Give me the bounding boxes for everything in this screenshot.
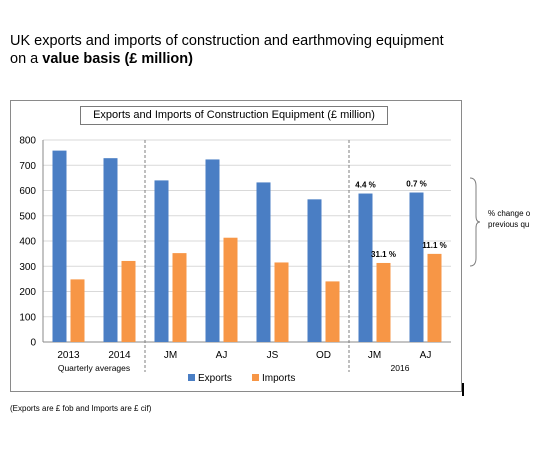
exports-bar xyxy=(205,159,220,342)
exports-bar xyxy=(307,199,322,342)
imports-bar xyxy=(223,237,238,342)
data-label: 31.1 % xyxy=(371,250,396,259)
y-tick-label: 400 xyxy=(19,237,36,248)
exports-bar xyxy=(154,180,169,342)
y-tick-label: 700 xyxy=(19,161,36,172)
y-tick-label: 0 xyxy=(30,338,36,349)
exports-bar xyxy=(358,193,373,342)
x-tick-label: 2014 xyxy=(108,350,131,361)
x-tick-label: JM xyxy=(164,350,177,361)
y-tick-label: 100 xyxy=(19,312,36,323)
group-label: 2016 xyxy=(391,363,410,373)
chart-title: Exports and Imports of Construction Equi… xyxy=(80,106,388,125)
heading-line-1: UK exports and imports of construction a… xyxy=(10,33,444,49)
side-note-line-1: % change o xyxy=(488,209,531,218)
legend-label: Exports xyxy=(198,373,232,384)
x-tick-label: OD xyxy=(316,350,331,361)
footnote: (Exports are £ fob and Imports are £ cif… xyxy=(10,404,152,413)
group-label: Quarterly averages xyxy=(58,363,130,373)
x-tick-label: AJ xyxy=(420,350,432,361)
imports-bar xyxy=(427,253,442,342)
frame-edge-mark xyxy=(462,383,464,396)
x-tick-label: JS xyxy=(267,350,279,361)
page-heading: UK exports and imports of construction a… xyxy=(10,32,530,68)
legend-label: Imports xyxy=(262,373,295,384)
heading-line-2-bold: value basis (£ million) xyxy=(42,51,193,67)
y-tick-label: 200 xyxy=(19,287,36,298)
exports-bar xyxy=(256,182,271,342)
x-tick-label: JM xyxy=(368,350,381,361)
exports-bar xyxy=(52,150,67,342)
y-tick-label: 800 xyxy=(19,136,36,147)
imports-bar xyxy=(325,281,340,342)
y-tick-label: 600 xyxy=(19,186,36,197)
exports-legend-swatch xyxy=(188,374,195,381)
side-note: % change o previous qu xyxy=(488,208,530,230)
heading-line-2: on a value basis (£ million) xyxy=(10,50,530,68)
x-tick-label: AJ xyxy=(216,350,228,361)
imports-bar xyxy=(172,253,187,342)
imports-bar xyxy=(121,260,136,342)
data-label: 11.1 % xyxy=(422,241,446,250)
imports-bar xyxy=(274,262,289,342)
x-tick-label: 2013 xyxy=(57,350,80,361)
exports-bar xyxy=(103,158,118,342)
data-label: 4.4 % xyxy=(355,181,375,190)
imports-bar xyxy=(70,279,85,342)
heading-line-2-prefix: on a xyxy=(10,51,43,67)
exports-bar xyxy=(409,192,424,342)
imports-bar xyxy=(376,262,391,342)
side-note-bracket xyxy=(469,177,481,267)
data-label: 0.7 % xyxy=(406,180,426,189)
y-tick-label: 300 xyxy=(19,262,36,273)
y-tick-label: 500 xyxy=(19,211,36,222)
side-note-line-2: previous qu xyxy=(488,220,530,229)
imports-legend-swatch xyxy=(252,374,259,381)
